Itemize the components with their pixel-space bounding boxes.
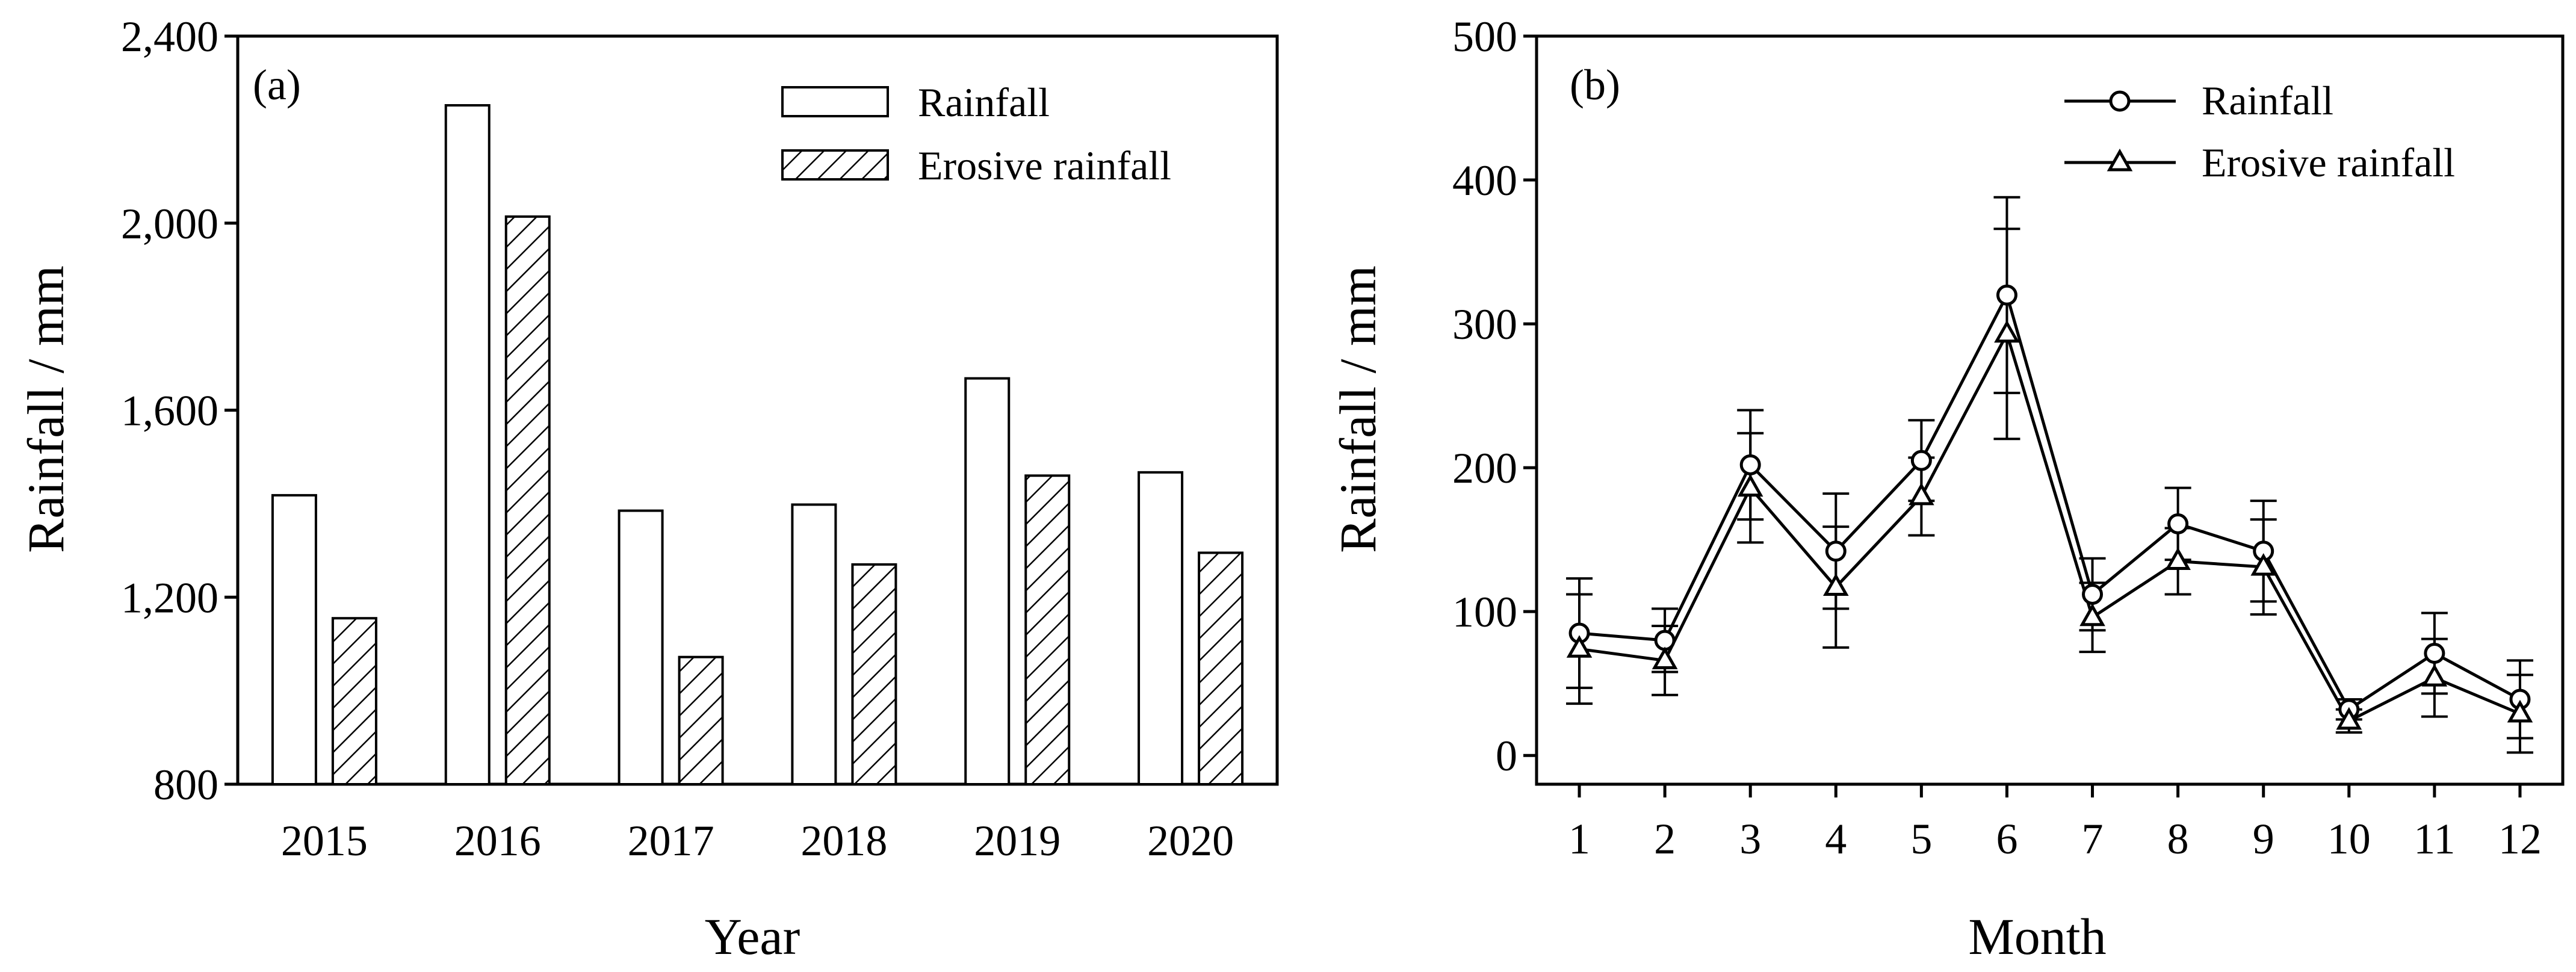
legend-label-erosive-rainfall: Erosive rainfall <box>918 143 1171 188</box>
plot-frame-b <box>1535 34 2565 786</box>
x-tick-label-a: 2016 <box>454 817 541 865</box>
y-tick-label-a: 800 <box>153 761 218 809</box>
x-tick-label-b: 5 <box>1910 815 1932 863</box>
x-tick-label-a: 2015 <box>281 817 368 865</box>
data-point-erosive-rainfall <box>2165 547 2191 570</box>
data-point-rainfall <box>2424 642 2445 664</box>
legend-b: Rainfall Erosive rainfall <box>2064 78 2455 185</box>
x-tick-label-b: 2 <box>1654 815 1676 863</box>
data-point-erosive-rainfall <box>2250 553 2276 576</box>
y-tick-label-a: 1,200 <box>121 574 218 622</box>
x-tick-label-b: 7 <box>2082 815 2104 863</box>
x-tick-label-a: 2020 <box>1147 817 1234 865</box>
x-tick-label-b: 3 <box>1739 815 1761 863</box>
x-tick-label-b: 12 <box>2498 815 2542 863</box>
data-point-erosive-rainfall <box>1909 482 1934 506</box>
x-tick-label-a: 2019 <box>974 817 1060 865</box>
legend-label-erosive-rainfall-b: Erosive rainfall <box>2202 140 2455 185</box>
bar-rainfall <box>444 104 491 785</box>
y-axis-title-b: Rainfall / mm <box>1329 265 1387 553</box>
bar-rainfall <box>964 377 1011 785</box>
bar-rainfall <box>1138 471 1184 785</box>
data-point-rainfall <box>1910 450 1932 471</box>
x-tick-label-b: 11 <box>2413 815 2455 863</box>
legend-swatch-erosive-rainfall <box>781 149 889 181</box>
bar-rainfall <box>791 503 837 786</box>
panel-label-a: (a) <box>253 61 301 109</box>
y-tick-label-b: 100 <box>1452 588 1517 636</box>
x-tick-label-b: 9 <box>2253 815 2274 863</box>
y-tick-label-a: 1,600 <box>121 387 218 435</box>
x-tick-label-a: 2018 <box>800 817 887 865</box>
bar-erosive-rainfall <box>1198 551 1244 786</box>
legend-a: Rainfall Erosive rainfall <box>781 79 1171 188</box>
y-tick-label-b: 500 <box>1452 13 1517 61</box>
x-tick-label-b: 6 <box>1996 815 2017 863</box>
x-tick-label-b: 1 <box>1568 815 1590 863</box>
legend-label-rainfall-b: Rainfall <box>2202 78 2333 123</box>
data-point-erosive-rainfall <box>1737 474 1763 497</box>
data-point-rainfall <box>2082 583 2104 605</box>
data-point-rainfall <box>1825 540 1847 562</box>
bar-erosive-rainfall <box>678 655 724 785</box>
data-point-erosive-rainfall <box>2079 603 2105 627</box>
bar-rainfall <box>618 509 664 785</box>
panel-a: (a) 800 1,200 1,600 2,000 2,400 2015 2016 2017… <box>17 13 1279 965</box>
data-point-erosive-rainfall <box>1823 573 1849 596</box>
x-tick-label-b: 4 <box>1825 815 1847 863</box>
bar-erosive-rainfall <box>851 563 897 786</box>
legend-marker-circle <box>2109 90 2131 112</box>
data-point-rainfall <box>2167 513 2189 534</box>
data-point-erosive-rainfall <box>1652 646 1678 669</box>
bar-erosive-rainfall <box>1024 474 1071 785</box>
data-point-erosive-rainfall <box>1566 635 1593 658</box>
x-tick-label-b: 8 <box>2167 815 2189 863</box>
y-tick-label-b: 200 <box>1452 444 1517 492</box>
bar-erosive-rainfall <box>331 617 377 785</box>
data-point-erosive-rainfall <box>2421 664 2448 687</box>
data-point-erosive-rainfall <box>2507 699 2533 723</box>
y-axis-title-a: Rainfall / mm <box>17 265 75 553</box>
legend-marker-triangle <box>2107 148 2133 172</box>
panel-label-b: (b) <box>1570 61 1620 109</box>
y-tick-label-a: 2,000 <box>121 200 218 248</box>
bar-rainfall <box>271 494 317 785</box>
series-line-rainfall <box>1579 291 2521 712</box>
x-tick-label-b: 10 <box>2327 815 2371 863</box>
legend-swatch-rainfall <box>781 86 889 117</box>
data-point-erosive-rainfall <box>2336 707 2362 730</box>
data-point-rainfall <box>1739 454 1761 475</box>
y-tick-label-b: 300 <box>1452 300 1517 348</box>
y-tick-label-b: 0 <box>1496 732 1517 780</box>
x-axis-title-b: Month <box>1968 908 2106 965</box>
y-tick-label-a: 2,400 <box>121 13 218 61</box>
data-point-rainfall <box>1996 284 2017 306</box>
legend-label-rainfall: Rainfall <box>918 79 1050 125</box>
y-tick-label-b: 400 <box>1452 156 1517 205</box>
bar-erosive-rainfall <box>504 215 551 785</box>
data-point-erosive-rainfall <box>1994 320 2020 343</box>
x-axis-title-a: Year <box>705 908 800 965</box>
series-line-erosive-rainfall <box>1579 330 2521 723</box>
x-tick-label-a: 2017 <box>628 817 714 865</box>
